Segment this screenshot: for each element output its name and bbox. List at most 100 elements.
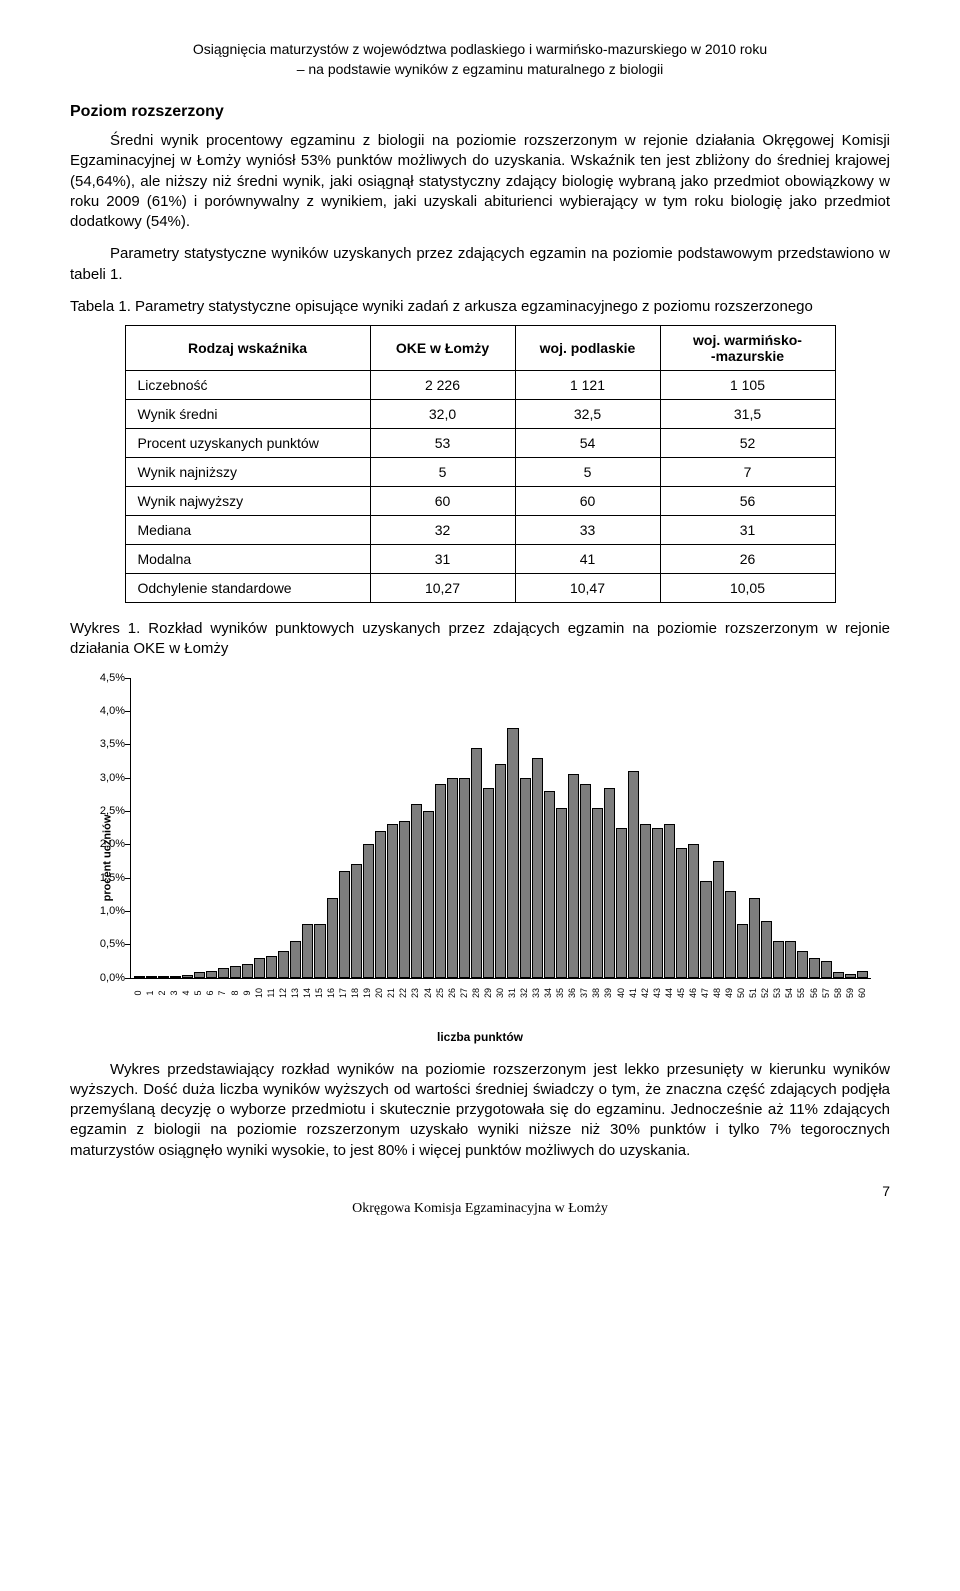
bar	[495, 764, 506, 977]
bar	[713, 861, 724, 978]
x-tick-label: 46	[688, 987, 698, 999]
y-tick-label: 0,0%	[90, 972, 125, 984]
plot-area	[130, 678, 871, 979]
bar	[387, 824, 398, 977]
x-tick-label: 31	[507, 987, 517, 999]
table-cell: 10,05	[660, 574, 835, 603]
bar	[266, 956, 277, 977]
bar	[254, 958, 265, 978]
table-header-cell: Rodzaj wskaźnika	[125, 326, 370, 371]
bar	[688, 844, 699, 977]
table-row: Odchylenie standardowe10,2710,4710,05	[125, 574, 835, 603]
chart-caption: Wykres 1. Rozkład wyników punktowych uzy…	[70, 619, 890, 660]
x-tick-label: 39	[603, 987, 613, 999]
bar	[821, 961, 832, 978]
table-row: Modalna314126	[125, 545, 835, 574]
x-tick-label: 12	[278, 987, 288, 999]
table-cell: Mediana	[125, 516, 370, 545]
x-tick-label: 22	[398, 987, 408, 999]
table-cell: 56	[660, 487, 835, 516]
bar	[857, 971, 868, 978]
paragraph-3: Wykres przedstawiający rozkład wyników n…	[70, 1060, 890, 1161]
bar	[749, 898, 760, 978]
table-header-cell: woj. warmińsko--mazurskie	[660, 326, 835, 371]
bar	[652, 828, 663, 978]
x-tick-label: 45	[676, 987, 686, 999]
bar	[447, 778, 458, 978]
x-tick-label: 17	[338, 987, 348, 999]
bar	[134, 976, 145, 978]
bar	[640, 824, 651, 977]
x-tick-label: 43	[652, 987, 662, 999]
y-tick-label: 2,5%	[90, 805, 125, 817]
header-line1: Osiągnięcia maturzystów z województwa po…	[193, 41, 767, 57]
table-cell: Wynik najniższy	[125, 458, 370, 487]
table-row: Mediana323331	[125, 516, 835, 545]
bar	[604, 788, 615, 978]
x-tick-label: 54	[784, 987, 794, 999]
x-tick-label: 36	[567, 987, 577, 999]
bar	[230, 966, 241, 978]
y-tick-label: 3,0%	[90, 772, 125, 784]
table-cell: Procent uzyskanych punktów	[125, 429, 370, 458]
bar	[544, 791, 555, 978]
table-cell: 5	[515, 458, 660, 487]
x-tick-label: 58	[833, 987, 843, 999]
bar	[435, 784, 446, 977]
x-tick-label: 2	[157, 987, 167, 999]
x-tick-label: 7	[217, 987, 227, 999]
bar	[339, 871, 350, 978]
table-cell: Wynik najwyższy	[125, 487, 370, 516]
y-tick-label: 2,0%	[90, 838, 125, 850]
x-tick-label: 59	[845, 987, 855, 999]
bar	[532, 758, 543, 978]
table-cell: 52	[660, 429, 835, 458]
table-cell: 31,5	[660, 400, 835, 429]
table-cell: 60	[370, 487, 515, 516]
y-tick-label: 0,5%	[90, 938, 125, 950]
bar	[761, 921, 772, 978]
x-tick-label: 23	[410, 987, 420, 999]
page-header: Osiągnięcia maturzystów z województwa po…	[70, 40, 890, 79]
bar	[797, 951, 808, 978]
table-row: Wynik najwyższy606056	[125, 487, 835, 516]
x-tick-label: 42	[640, 987, 650, 999]
table-header-cell: woj. podlaskie	[515, 326, 660, 371]
bar	[616, 828, 627, 978]
x-axis-title: liczba punktów	[70, 1030, 890, 1044]
x-tick-label: 27	[459, 987, 469, 999]
bar	[700, 881, 711, 978]
x-tick-label: 38	[591, 987, 601, 999]
table-cell: 53	[370, 429, 515, 458]
table-caption: Tabela 1. Parametry statystyczne opisują…	[70, 297, 890, 317]
table-cell: 5	[370, 458, 515, 487]
paragraph-2: Parametry statystyczne wyników uzyskanyc…	[70, 244, 890, 285]
x-tick-label: 49	[724, 987, 734, 999]
x-tick-label: 0	[133, 987, 143, 999]
x-tick-label: 25	[435, 987, 445, 999]
footer-org: Okręgowa Komisja Egzaminacyjna w Łomży	[352, 1201, 608, 1216]
bar	[399, 821, 410, 978]
x-tick-label: 4	[181, 987, 191, 999]
bar	[206, 971, 217, 978]
table-cell: 32,5	[515, 400, 660, 429]
distribution-chart: procent uczniów 0,0%0,5%1,0%1,5%2,0%2,5%…	[70, 668, 890, 1048]
bar	[170, 976, 181, 978]
section-heading: Poziom rozszerzony	[70, 103, 890, 121]
bar	[242, 964, 253, 977]
bar	[507, 728, 518, 978]
x-tick-label: 35	[555, 987, 565, 999]
bar	[194, 972, 205, 977]
bar	[737, 924, 748, 977]
table-cell: 1 121	[515, 371, 660, 400]
table-row: Wynik najniższy557	[125, 458, 835, 487]
x-tick-label: 37	[579, 987, 589, 999]
x-tick-label: 18	[350, 987, 360, 999]
table-cell: Wynik średni	[125, 400, 370, 429]
table-cell: 60	[515, 487, 660, 516]
bar	[580, 784, 591, 977]
bar	[556, 808, 567, 978]
bar	[423, 811, 434, 978]
table-row: Wynik średni32,032,531,5	[125, 400, 835, 429]
bar	[664, 824, 675, 977]
